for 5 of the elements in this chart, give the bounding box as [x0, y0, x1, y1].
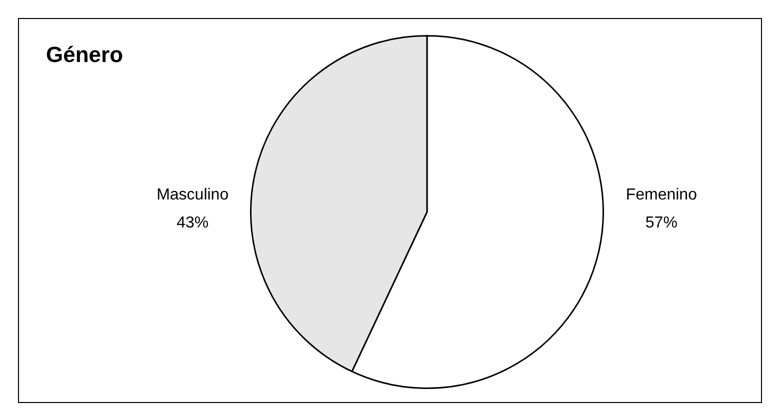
slice-label: Masculino [156, 186, 229, 204]
data-label: 43% [176, 214, 209, 232]
chart-title: Género [46, 42, 124, 68]
data-label: 57% [645, 214, 678, 232]
slice-label: Femenino [626, 186, 698, 204]
